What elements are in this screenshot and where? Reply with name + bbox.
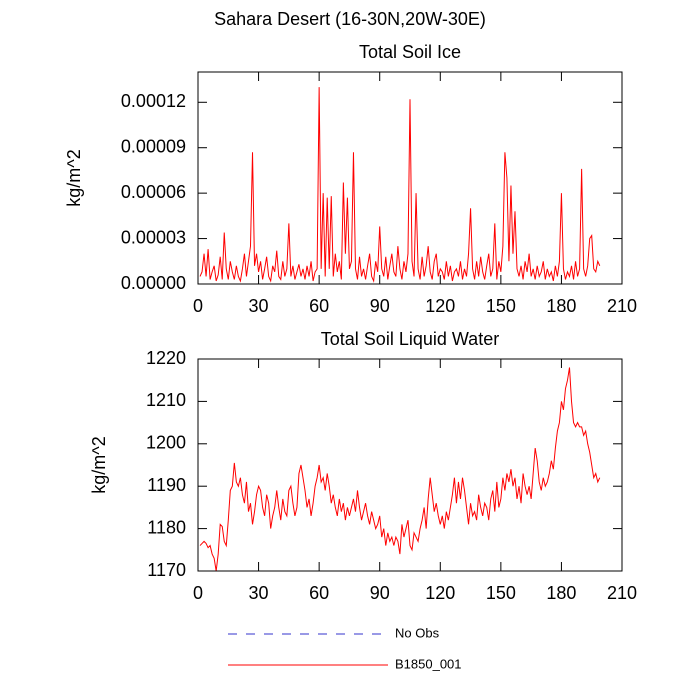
y-tick-label: 1170 <box>147 560 186 580</box>
x-tick-label: 210 <box>607 583 637 603</box>
legend-label: B1850_001 <box>395 656 462 671</box>
x-tick-label: 90 <box>370 583 390 603</box>
figure-title: Sahara Desert (16-30N,20W-30E) <box>214 9 486 29</box>
y-axis-label: kg/m^2 <box>64 149 84 206</box>
x-tick-label: 180 <box>546 296 576 316</box>
y-tick-label: 1180 <box>147 517 186 537</box>
y-tick-label: 0.00000 <box>121 273 186 293</box>
x-tick-label: 180 <box>546 583 576 603</box>
y-axis-label: kg/m^2 <box>89 436 109 493</box>
plot-frame <box>197 358 623 572</box>
chart-title: Total Soil Ice <box>359 42 461 62</box>
legend-label: No Obs <box>395 625 440 640</box>
x-tick-label: 60 <box>309 583 329 603</box>
x-tick-label: 90 <box>370 296 390 316</box>
x-tick-label: 210 <box>607 296 637 316</box>
y-tick-label: 1220 <box>146 348 186 368</box>
x-tick-label: 150 <box>486 296 516 316</box>
y-tick-label: 0.00009 <box>121 136 186 156</box>
x-tick-label: 60 <box>309 296 329 316</box>
x-tick-label: 0 <box>193 296 203 316</box>
x-tick-label: 120 <box>425 583 455 603</box>
x-tick-label: 30 <box>249 296 269 316</box>
y-tick-label: 0.00012 <box>121 91 186 111</box>
x-tick-label: 0 <box>193 583 203 603</box>
y-tick-label: 0.00006 <box>121 182 186 202</box>
x-tick-label: 120 <box>425 296 455 316</box>
plot-frame <box>197 71 623 285</box>
y-tick-label: 1200 <box>146 433 186 453</box>
chart-title: Total Soil Liquid Water <box>321 329 499 349</box>
x-tick-label: 30 <box>249 583 269 603</box>
y-tick-label: 1190 <box>147 475 186 495</box>
data-line <box>199 87 601 283</box>
y-tick-label: 0.00003 <box>121 227 186 247</box>
x-tick-label: 150 <box>486 583 516 603</box>
data-line <box>199 367 601 572</box>
y-tick-label: 1210 <box>146 390 186 410</box>
